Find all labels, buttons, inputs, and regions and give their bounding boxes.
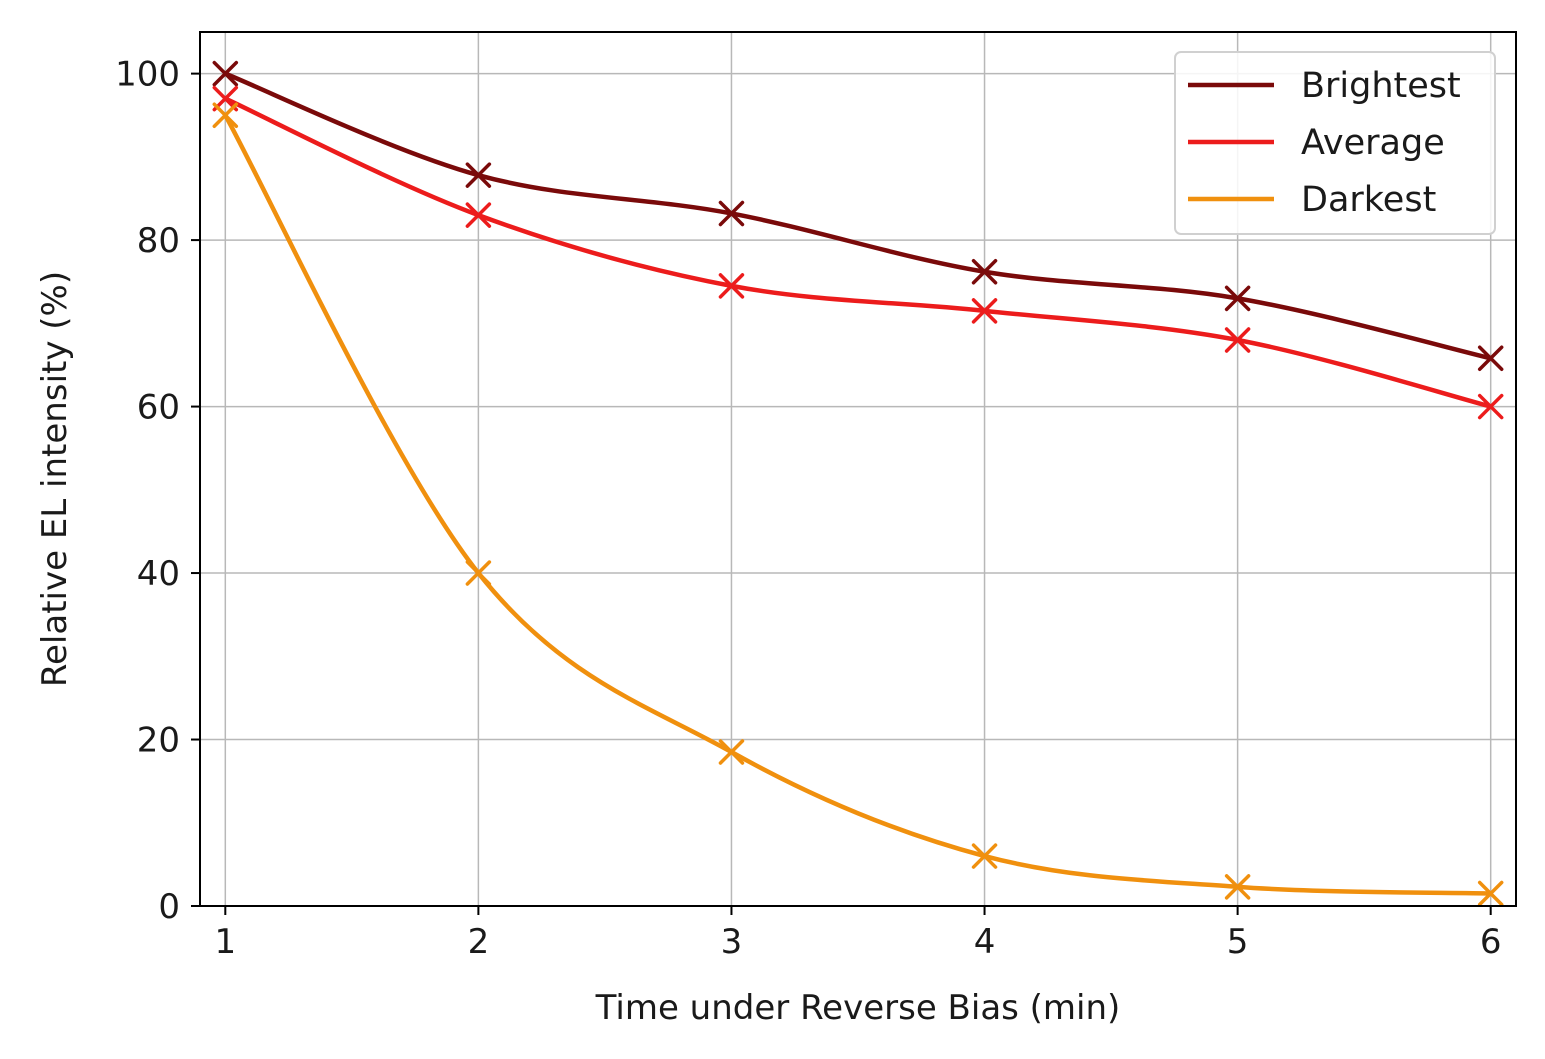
legend: Brightest Average Darkest <box>1174 51 1496 235</box>
plot-series <box>212 60 1504 907</box>
data-point-darkest <box>1224 874 1251 900</box>
y-tick-label: 60 <box>137 388 180 428</box>
data-point-brightest <box>212 60 239 87</box>
plot-frame <box>199 31 1517 907</box>
data-point-brightest <box>1477 345 1504 372</box>
x-tick-label: 1 <box>214 922 236 962</box>
y-tick-label: 40 <box>137 554 180 594</box>
legend-label-darkest: Darkest <box>1301 180 1436 220</box>
y-tick-label: 20 <box>137 721 180 761</box>
legend-label-average: Average <box>1301 123 1445 163</box>
data-point-darkest <box>1477 880 1504 907</box>
data-point-darkest <box>971 843 998 869</box>
legend-label-brightest: Brightest <box>1301 66 1461 106</box>
y-tick-label: 100 <box>115 55 180 95</box>
series-average <box>212 85 1504 420</box>
y-axis-label: Relative EL intensity (%) <box>35 271 75 687</box>
data-point-average <box>465 202 492 228</box>
x-tick-label: 5 <box>1227 922 1249 962</box>
series-darkest <box>212 102 1504 907</box>
data-point-brightest <box>465 162 492 188</box>
x-axis-label: Time under Reverse Bias (min) <box>595 988 1121 1028</box>
data-point-brightest <box>1224 285 1251 312</box>
x-tick-label: 2 <box>468 922 490 962</box>
x-tick-label: 4 <box>974 922 996 962</box>
y-tick-label: 0 <box>158 887 180 927</box>
series-brightest <box>212 60 1504 372</box>
legend-box <box>1174 51 1496 235</box>
data-point-darkest <box>465 560 492 586</box>
data-point-average <box>971 298 998 324</box>
series-line-darkest <box>223 112 1493 896</box>
x-tick-label: 3 <box>721 922 743 962</box>
data-point-average <box>1477 393 1504 420</box>
series-line-average <box>223 96 1493 409</box>
data-point-darkest <box>212 102 239 128</box>
data-point-average <box>718 273 745 299</box>
data-point-brightest <box>718 200 745 227</box>
data-point-average <box>1224 327 1251 353</box>
data-point-darkest <box>718 739 745 765</box>
series-line-brightest <box>223 71 1493 361</box>
y-tick-label: 80 <box>137 221 180 261</box>
x-tick-label: 6 <box>1480 922 1502 962</box>
data-point-brightest <box>971 258 998 285</box>
